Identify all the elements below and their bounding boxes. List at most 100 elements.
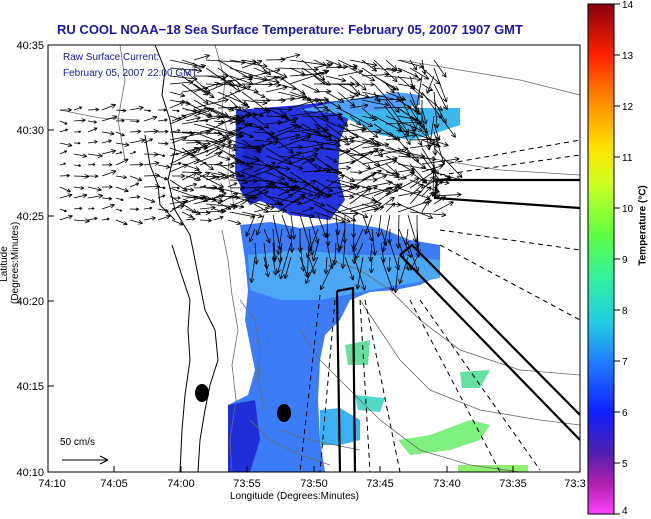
x-tick: 73:45 <box>366 478 394 490</box>
current-vector <box>129 182 140 188</box>
current-vector <box>289 95 307 101</box>
current-vector <box>373 75 400 91</box>
current-vector <box>171 161 182 166</box>
current-vector <box>129 151 137 155</box>
current-vector <box>181 187 195 192</box>
current-vector <box>157 194 166 199</box>
current-vector <box>229 113 251 125</box>
current-vector <box>337 63 358 69</box>
current-vector <box>355 242 364 260</box>
current-vector <box>241 165 280 181</box>
x-tick: 73:55 <box>233 478 261 490</box>
current-vector <box>349 94 380 101</box>
current-vector <box>313 174 345 197</box>
current-vector <box>344 256 355 281</box>
current-vector <box>205 144 226 157</box>
current-vector <box>349 170 363 175</box>
current-vector <box>376 214 382 238</box>
current-vector <box>169 91 186 98</box>
current-vector <box>253 75 279 85</box>
current-vector <box>115 151 123 155</box>
current-vector <box>301 195 321 205</box>
current-vector <box>115 131 125 137</box>
current-vector <box>87 152 103 158</box>
current-vector <box>433 201 454 213</box>
x-tick: 73:3 <box>564 478 585 490</box>
current-vector <box>73 130 82 134</box>
current-vector <box>217 165 254 181</box>
current-vector <box>433 107 456 138</box>
current-vector <box>73 206 83 211</box>
current-vector <box>373 147 384 158</box>
current-vector <box>265 85 288 93</box>
current-vector <box>277 115 290 121</box>
sst-left-strip <box>240 140 262 205</box>
current-vector <box>308 228 315 256</box>
current-vector <box>263 228 271 244</box>
map-title: RU COOL NOAA−18 Sea Surface Temperature:… <box>57 22 523 37</box>
current-vector <box>87 127 98 133</box>
current-vector <box>421 83 434 92</box>
current-vector <box>368 256 375 274</box>
cb-tick: 12 <box>622 102 634 113</box>
current-vector <box>433 83 448 111</box>
current-vector <box>289 69 330 85</box>
current-vector <box>265 171 286 181</box>
current-vector <box>217 171 249 184</box>
current-vector <box>169 148 202 165</box>
current-vector <box>349 201 382 213</box>
current-vector <box>143 206 153 210</box>
current-vector <box>157 186 166 190</box>
cb-tick: 4 <box>622 506 628 517</box>
current-vector <box>337 126 367 133</box>
current-vector <box>397 203 434 219</box>
current-vector <box>59 107 72 113</box>
current-vector <box>409 67 430 80</box>
current-vector <box>73 164 82 167</box>
current-vector <box>245 214 256 237</box>
current-vector <box>373 115 402 132</box>
current-vector <box>143 128 159 134</box>
current-vector <box>169 201 186 213</box>
current-vector <box>143 160 160 166</box>
current-vector <box>87 163 96 166</box>
current-vector <box>349 67 376 82</box>
current-vector <box>59 173 70 178</box>
current-vector <box>143 151 159 157</box>
current-vector <box>255 214 265 236</box>
current-vector <box>87 207 95 210</box>
current-vector <box>59 128 69 133</box>
x-tick: 73:50 <box>300 478 328 490</box>
channel-boxes <box>335 178 580 472</box>
current-vector <box>373 174 388 181</box>
current-vector <box>385 177 420 197</box>
current-vector <box>277 135 311 149</box>
current-vector <box>397 147 411 156</box>
current-vector <box>171 173 186 179</box>
current-vector <box>421 186 432 197</box>
current-vector <box>241 145 262 151</box>
sst-warm-1 <box>398 420 490 455</box>
current-vector <box>361 123 379 138</box>
current-vector <box>373 96 405 102</box>
marker-dot-west <box>195 384 209 402</box>
current-vector <box>397 167 416 173</box>
current-vector <box>129 162 144 167</box>
current-vector <box>205 114 240 133</box>
current-vector <box>409 170 437 189</box>
current-vectors <box>59 53 463 294</box>
current-vector <box>421 156 460 165</box>
current-vector <box>397 172 415 181</box>
current-vector <box>171 219 184 226</box>
current-vector <box>398 256 409 285</box>
x-tick: 73:40 <box>433 478 461 490</box>
current-vector <box>289 152 319 165</box>
current-vector <box>409 59 418 71</box>
current-vector <box>373 183 403 205</box>
current-vector <box>115 186 129 193</box>
current-vector <box>398 242 410 271</box>
current-vector <box>115 142 130 147</box>
y-tick: 40:10 <box>16 467 44 479</box>
current-vector <box>385 119 422 125</box>
current-vector <box>361 142 390 149</box>
